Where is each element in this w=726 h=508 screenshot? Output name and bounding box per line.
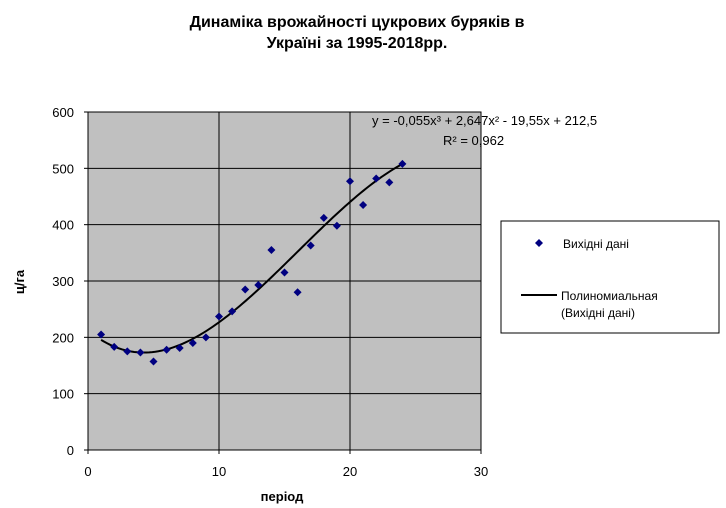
data-points — [97, 159, 407, 366]
data-point — [267, 246, 276, 255]
data-point — [346, 177, 354, 186]
gridlines — [88, 112, 481, 450]
data-point — [228, 307, 237, 316]
legend: Вихідні дані Полиномиальная (Вихідні дан… — [500, 220, 720, 334]
x-tick-label: 20 — [343, 464, 357, 479]
data-point — [136, 348, 145, 357]
data-point — [97, 330, 106, 339]
x-axis: 0 10 20 30 — [84, 450, 488, 479]
x-tick-label: 30 — [474, 464, 488, 479]
y-axis-title: ц/га — [12, 269, 27, 294]
x-tick-label: 0 — [84, 464, 91, 479]
data-point — [241, 285, 250, 294]
x-axis-title: період — [261, 489, 304, 504]
legend-marker-diamond-icon — [535, 239, 543, 247]
legend-item-trendline-line-2: (Вихідні дані) — [561, 306, 635, 320]
data-point — [162, 345, 171, 354]
y-tick-label: 300 — [52, 274, 74, 289]
data-point — [215, 312, 223, 321]
data-point — [123, 347, 132, 356]
trendline-equation: y = -0,055x³ + 2,647x² - 19,55x + 212,5 — [372, 113, 597, 128]
legend-item-trendline-line-1: Полиномиальная — [561, 289, 658, 303]
data-point — [293, 288, 302, 297]
legend-item-data: Вихідні дані — [563, 237, 629, 251]
data-point — [175, 344, 184, 353]
data-point — [149, 357, 158, 366]
data-point — [280, 268, 289, 277]
y-tick-label: 200 — [52, 330, 74, 345]
data-point — [372, 174, 381, 183]
data-point — [319, 213, 328, 222]
data-point — [359, 200, 368, 209]
data-point — [201, 333, 210, 342]
y-tick-label: 500 — [52, 161, 74, 176]
data-point — [385, 178, 394, 187]
legend-box — [500, 220, 720, 334]
y-tick-label: 0 — [67, 443, 74, 458]
x-tick-label: 10 — [212, 464, 226, 479]
y-axis: 0 100 200 300 400 500 600 — [52, 105, 88, 458]
data-point — [254, 280, 263, 289]
y-tick-label: 100 — [52, 387, 74, 402]
chart-title-line-1: Динаміка врожайності цукрових буряків в — [190, 14, 525, 31]
data-point — [398, 159, 407, 168]
data-point — [332, 221, 341, 230]
data-point — [306, 241, 315, 250]
y-tick-label: 400 — [52, 218, 74, 233]
data-point — [110, 342, 119, 351]
chart-title-line-2: Україні за 1995-2018рр. — [267, 35, 448, 52]
y-tick-label: 600 — [52, 105, 74, 120]
data-point — [188, 338, 197, 347]
polynomial-trendline — [100, 163, 403, 354]
trendline-r-squared: R² = 0,962 — [443, 133, 504, 148]
